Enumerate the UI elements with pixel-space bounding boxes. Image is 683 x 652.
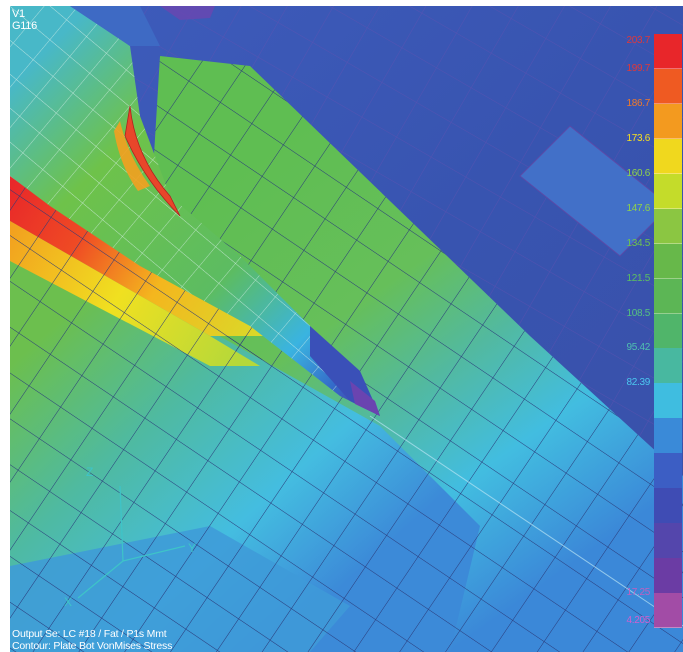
legend-tick-label: 121.5 xyxy=(626,272,650,284)
legend-tick-label: 134.5 xyxy=(626,237,650,249)
legend-tick-label: 173.6 xyxy=(626,132,650,144)
top-edge-sliver xyxy=(70,6,160,46)
legend-band xyxy=(654,208,682,245)
z-axis-line xyxy=(119,485,124,562)
plate-edge-line xyxy=(369,415,683,627)
legend-tick-label: 186.7 xyxy=(626,97,650,109)
legend-tick-label: 82.39 xyxy=(626,377,650,389)
contour-label: Contour: Plate Bot VonMises Stress xyxy=(12,640,173,652)
legend-band xyxy=(654,593,682,629)
legend-tick-label: 108.5 xyxy=(626,307,650,319)
legend-band xyxy=(654,313,682,349)
legend-tick-label: 17.25 xyxy=(626,587,650,599)
legend-band xyxy=(654,418,682,454)
legend-band xyxy=(654,453,682,489)
z-axis-label: Z xyxy=(86,465,94,479)
legend-tick-label: 4.205 xyxy=(626,615,650,626)
legend-band xyxy=(654,243,682,280)
legend-band xyxy=(654,173,682,210)
bottom-left-mesh xyxy=(10,526,350,652)
axis-triad xyxy=(77,485,186,599)
view-label: V1 xyxy=(12,8,25,20)
y-axis-label: Y xyxy=(188,541,197,555)
legend-tick-label: 199.7 xyxy=(626,62,650,74)
x-axis-line xyxy=(77,560,124,599)
gusset-hot-edge xyxy=(124,105,181,217)
legend-tick-label: 147.6 xyxy=(626,202,650,214)
legend-band xyxy=(654,34,682,70)
gusset-mesh xyxy=(10,6,380,416)
legend-band xyxy=(654,488,682,524)
y-axis-line xyxy=(122,545,186,562)
legend-band xyxy=(654,138,682,175)
contour-legend-bar xyxy=(654,34,682,629)
legend-band xyxy=(654,103,682,140)
legend-band xyxy=(654,523,682,559)
legend-tick-label: 160.6 xyxy=(626,167,650,179)
model-viewport[interactable]: V1 G116 Z Y X Output Se: LC #18 / Fat / … xyxy=(10,6,683,652)
legend-band xyxy=(654,383,682,419)
legend-tick-label: 203.7 xyxy=(626,35,650,46)
legend-tick-label: 95.42 xyxy=(626,342,650,354)
legend-band xyxy=(654,278,682,315)
legend-band xyxy=(654,558,682,594)
legend-band xyxy=(654,68,682,105)
legend-band xyxy=(654,348,682,384)
group-label: G116 xyxy=(12,20,37,32)
gusset-orange-edge xyxy=(114,121,150,191)
fe-contour-scene xyxy=(10,6,683,652)
gusset-tip-purple xyxy=(350,381,380,416)
output-set-label: Output Se: LC #18 / Fat / P1s Mmt xyxy=(12,628,167,640)
top-purple-patch xyxy=(160,6,215,20)
x-axis-label: X xyxy=(64,595,73,609)
